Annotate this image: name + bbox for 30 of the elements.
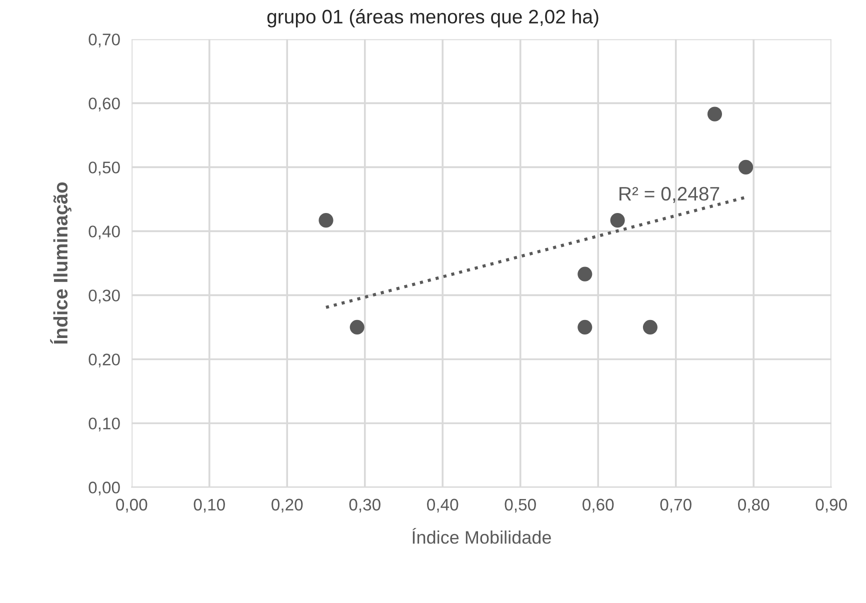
y-tick-label: 0,00: [88, 482, 120, 496]
y-tick-label: 0,50: [88, 162, 120, 176]
x-tick-label: 0,90: [816, 498, 847, 513]
point: [578, 320, 592, 334]
y-axis-title: Índice Iluminação: [50, 182, 72, 344]
point: [578, 266, 592, 282]
x-tick-label: 0,50: [504, 498, 536, 513]
point: [738, 160, 754, 174]
y-tick-label: 0,70: [88, 34, 120, 48]
y-tick-label: 0,60: [88, 98, 120, 112]
x-tick-label: 0,60: [582, 498, 614, 513]
annotation: R² = 0,2487: [620, 186, 720, 203]
x-tick-label: 0,20: [272, 498, 303, 513]
point: [350, 320, 364, 334]
x-tick-label: 0,80: [738, 498, 770, 513]
y-tick-label: 0,20: [88, 354, 120, 368]
y-tick-label: 0,30: [88, 290, 120, 304]
x-tick-label: 0,30: [349, 498, 380, 513]
point: [642, 320, 658, 334]
x-tick-label: 0,00: [116, 498, 148, 513]
x-axis-title: Índice Mobilidade: [412, 528, 551, 544]
x-tick-label: 0,70: [660, 498, 692, 513]
y-tick-label: 0,10: [88, 418, 120, 432]
chart-title: grupo 01 (áreas menores que 2,02 ha): [267, 9, 598, 28]
x-tick-label: 0,40: [427, 498, 458, 513]
point: [318, 213, 334, 228]
y-tick-label: 0,40: [88, 226, 120, 240]
point: [707, 106, 722, 122]
x-tick-label: 0,10: [194, 498, 225, 513]
point: [610, 213, 625, 228]
